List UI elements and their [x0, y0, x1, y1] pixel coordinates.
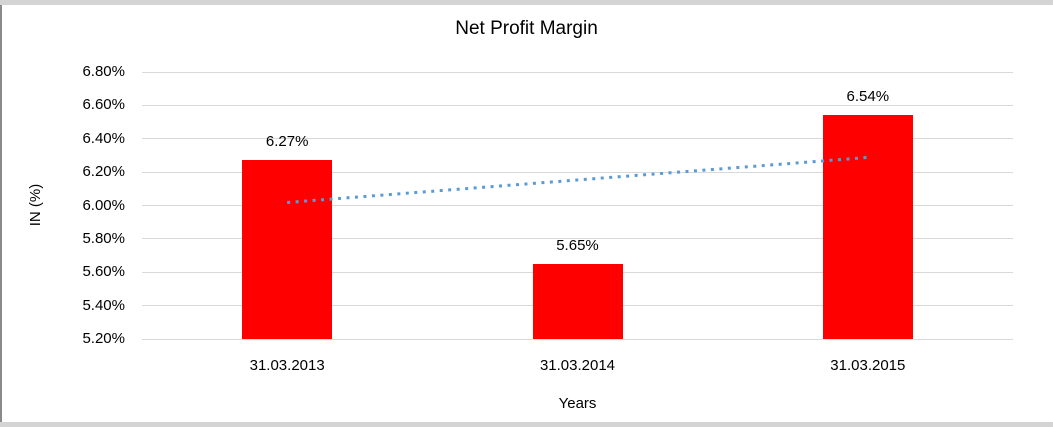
- y-tick-label: 6.00%: [82, 196, 125, 214]
- y-tick-label: 6.20%: [82, 163, 125, 181]
- frame-border-top: [0, 0, 1053, 5]
- bar-31.03.2015: [822, 115, 913, 339]
- gridline: [142, 171, 1013, 173]
- gridline: [142, 104, 1013, 106]
- gridline: [142, 338, 1013, 340]
- trendline: [287, 155, 868, 204]
- y-tick-label: 5.40%: [82, 296, 125, 314]
- gridline: [142, 205, 1013, 206]
- bar-31.03.2014: [532, 263, 623, 339]
- frame-border-left: [0, 0, 2, 427]
- plot-area: 6.27% 5.65% 6.54%: [142, 71, 1013, 340]
- frame-border-bottom: [0, 422, 1053, 427]
- y-axis-title: IN (%): [27, 183, 44, 227]
- x-tick-label: 31.03.2015: [830, 357, 906, 374]
- y-tick-label: 6.80%: [82, 63, 125, 80]
- gridline: [142, 138, 1013, 140]
- x-axis-title: Years: [558, 395, 597, 412]
- y-tick-label: 6.40%: [82, 129, 125, 147]
- gridline: [142, 71, 1013, 73]
- data-label: 5.65%: [556, 236, 599, 254]
- y-tick-label: 5.60%: [82, 263, 125, 281]
- bar-31.03.2013: [242, 160, 333, 339]
- y-tick-label: 5.80%: [82, 229, 125, 247]
- chart-title: Net Profit Margin: [455, 18, 598, 39]
- gridline: [142, 238, 1013, 240]
- x-tick-label: 31.03.2014: [539, 357, 616, 374]
- x-tick-label: 31.03.2013: [249, 357, 325, 374]
- data-label: 6.27%: [265, 133, 309, 151]
- data-label: 6.54%: [846, 88, 890, 106]
- y-tick-label: 6.60%: [82, 96, 125, 114]
- y-tick-label: 5.20%: [82, 330, 125, 347]
